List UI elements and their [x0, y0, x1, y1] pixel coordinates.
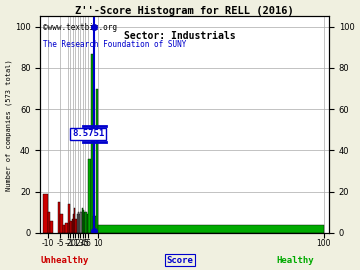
Bar: [98, 225, 324, 233]
Bar: [81, 212, 82, 233]
Title: Z''-Score Histogram for RELL (2016): Z''-Score Histogram for RELL (2016): [75, 6, 294, 16]
Bar: [69, 223, 71, 233]
Bar: [78, 212, 79, 233]
Text: Healthy: Healthy: [276, 256, 314, 265]
Bar: [85, 212, 87, 233]
Bar: [77, 214, 78, 233]
Bar: [71, 221, 72, 233]
Text: The Research Foundation of SUNY: The Research Foundation of SUNY: [43, 40, 186, 49]
Bar: [95, 89, 98, 233]
Bar: [74, 208, 76, 233]
Text: ©www.textbiz.org: ©www.textbiz.org: [43, 23, 117, 32]
Bar: [72, 218, 73, 233]
Bar: [58, 202, 60, 233]
Bar: [93, 217, 95, 233]
Y-axis label: Number of companies (573 total): Number of companies (573 total): [5, 59, 12, 191]
Bar: [76, 218, 77, 233]
Bar: [88, 159, 90, 233]
Bar: [66, 223, 68, 233]
Bar: [63, 225, 66, 233]
Bar: [68, 204, 71, 233]
Bar: [73, 214, 74, 233]
Bar: [79, 214, 81, 233]
Bar: [83, 210, 84, 233]
Text: 8.5751: 8.5751: [72, 129, 104, 139]
Text: Score: Score: [167, 256, 193, 265]
Text: Sector: Industrials: Sector: Industrials: [124, 31, 236, 41]
Bar: [82, 208, 83, 233]
Bar: [90, 53, 93, 233]
Bar: [50, 221, 53, 233]
Text: Unhealthy: Unhealthy: [41, 256, 89, 265]
Bar: [43, 194, 48, 233]
Bar: [60, 214, 63, 233]
Bar: [48, 212, 50, 233]
Bar: [87, 214, 88, 233]
Bar: [84, 212, 85, 233]
